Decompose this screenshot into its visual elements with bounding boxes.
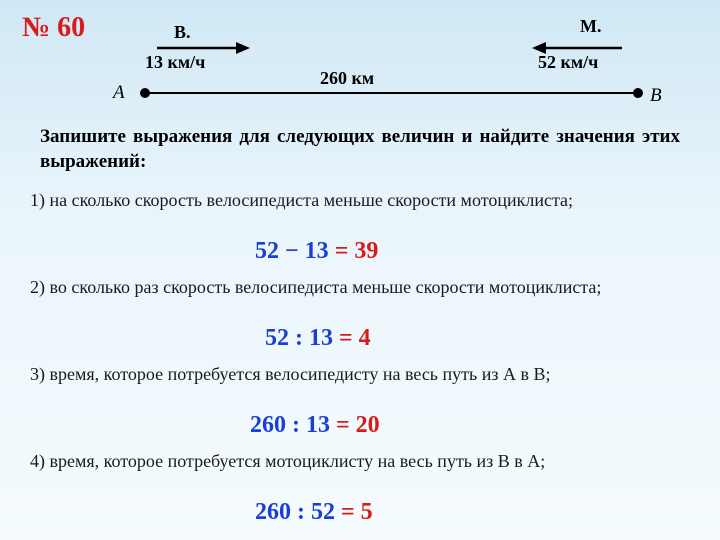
q1-rhs: = 39 — [329, 238, 379, 264]
q4-lhs: 260 : 52 — [255, 499, 335, 525]
q3-lhs: 260 : 13 — [250, 412, 330, 438]
question-4-answer: 260 : 52 = 5 — [255, 499, 373, 526]
question-1-prompt: 1) на сколько скорость велосипедиста мен… — [30, 188, 690, 212]
question-3-answer: 260 : 13 = 20 — [250, 412, 380, 439]
q4-rhs: = 5 — [335, 499, 373, 525]
question-4-prompt: 4) время, которое потребуется мотоциклис… — [30, 449, 690, 473]
point-b-label: В — [650, 85, 662, 107]
travel-diagram — [0, 0, 720, 120]
q1-lhs: 52 − 13 — [255, 238, 329, 264]
point-a-label: А — [113, 82, 125, 104]
question-1-answer: 52 − 13 = 39 — [255, 238, 378, 265]
moto-label: М. — [580, 16, 602, 37]
q2-rhs: = 4 — [333, 325, 371, 351]
question-2-prompt: 2) во сколько раз скорость велосипедиста… — [30, 275, 690, 299]
page: № 60 А В В. 13 км/ч М. 52 км/ч 260 км За… — [0, 0, 720, 540]
cyclist-label: В. — [174, 22, 191, 43]
point-b-dot — [633, 88, 643, 98]
cyclist-speed: 13 км/ч — [145, 52, 205, 73]
question-3-prompt: 3) время, которое потребуется велосипеди… — [30, 362, 690, 386]
question-2-answer: 52 : 13 = 4 — [265, 325, 371, 352]
cyclist-arrow-head — [236, 42, 250, 54]
intro-text: Запишите выражения для следующих величин… — [40, 125, 680, 174]
point-a-dot — [140, 88, 150, 98]
q3-rhs: = 20 — [330, 412, 380, 438]
distance-label: 260 км — [320, 68, 374, 89]
q2-lhs: 52 : 13 — [265, 325, 333, 351]
moto-speed: 52 км/ч — [538, 52, 598, 73]
